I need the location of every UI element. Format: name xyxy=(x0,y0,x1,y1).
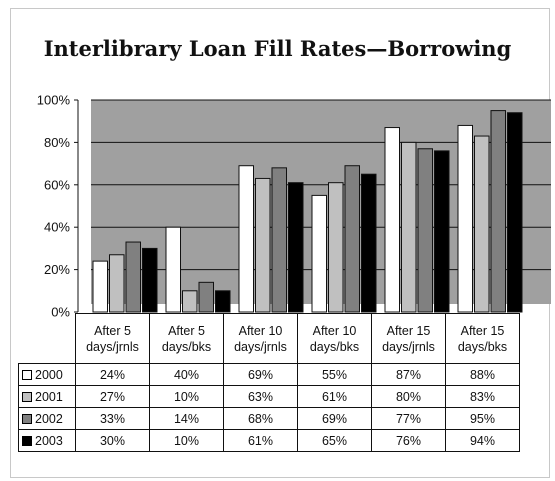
table-cell: 83% xyxy=(445,385,520,408)
category-label: After 10 days/jrnls xyxy=(223,313,298,364)
bar-2003-5 xyxy=(434,150,450,313)
table-cell: 88% xyxy=(445,363,520,386)
table-corner xyxy=(18,313,76,364)
bar-2002-1 xyxy=(125,241,141,313)
y-tick-label: 40% xyxy=(44,220,70,235)
bar-2000-2 xyxy=(165,226,181,313)
bar-2000-3 xyxy=(238,165,254,313)
table-cell: 63% xyxy=(223,385,298,408)
bar-2003-4 xyxy=(361,173,377,313)
y-tick-label: 80% xyxy=(44,135,70,150)
category-label-line: After 5 xyxy=(168,323,205,338)
bar-2002-4 xyxy=(344,165,360,313)
category-label-line: days/bks xyxy=(161,339,212,354)
bar-2001-4 xyxy=(328,182,344,313)
category-label-line: After 10 xyxy=(238,323,283,338)
y-tick-label: 20% xyxy=(44,262,70,277)
y-axis: 0%20%40%60%80%100% xyxy=(37,93,79,320)
category-label-line: After 15 xyxy=(386,323,431,338)
legend-entry: 2001 xyxy=(18,385,76,408)
table-row: 2001 27% 10% 63% 61% 80% 83% xyxy=(18,385,520,408)
table-cell: 40% xyxy=(149,363,224,386)
legend-swatch xyxy=(22,369,32,380)
legend-entry: 2003 xyxy=(18,429,76,452)
table-cell: 87% xyxy=(371,363,446,386)
table-cell: 30% xyxy=(75,429,150,452)
category-label-line: days/bks xyxy=(309,339,360,354)
category-label-line: days/jrnls xyxy=(382,339,435,354)
category-label-line: days/jrnls xyxy=(234,339,287,354)
bar-2002-3 xyxy=(271,167,287,313)
bar-2003-3 xyxy=(288,182,304,313)
y-tick-label: 60% xyxy=(44,177,70,192)
category-label-line: After 5 xyxy=(94,323,131,338)
chart-title: Interlibrary Loan Fill Rates—Borrowing xyxy=(43,36,512,61)
category-label: After 5 days/bks xyxy=(149,313,224,364)
table-cell: 10% xyxy=(149,385,224,408)
table-cell: 24% xyxy=(75,363,150,386)
table-cell: 33% xyxy=(75,407,150,430)
category-label: After 15 days/jrnls xyxy=(371,313,446,364)
category-label: After 5 days/jrnls xyxy=(75,313,150,364)
legend-entry: 2002 xyxy=(18,407,76,430)
bar-2002-6 xyxy=(490,110,506,313)
y-tick-label: 100% xyxy=(37,93,71,108)
table-cell: 69% xyxy=(297,407,372,430)
category-label: After 15 days/bks xyxy=(445,313,520,364)
legend-swatch xyxy=(22,391,32,402)
table-cell: 61% xyxy=(223,429,298,452)
series-name: 2003 xyxy=(35,433,63,448)
table-cell: 80% xyxy=(371,385,446,408)
legend-swatch xyxy=(22,435,32,446)
legend-swatch xyxy=(22,413,32,424)
bar-2000-4 xyxy=(311,194,327,313)
bar-2000-5 xyxy=(384,127,400,313)
bar-2001-5 xyxy=(401,141,417,313)
table-cell: 76% xyxy=(371,429,446,452)
table-cell: 61% xyxy=(297,385,372,408)
category-label-line: days/jrnls xyxy=(86,339,139,354)
category-label: After 10 days/bks xyxy=(297,313,372,364)
series-name: 2002 xyxy=(35,411,63,426)
bar-2001-6 xyxy=(474,135,490,313)
category-label-line: After 15 xyxy=(460,323,505,338)
table-cell: 65% xyxy=(297,429,372,452)
bar-2002-5 xyxy=(417,148,433,313)
table-cell: 14% xyxy=(149,407,224,430)
table-row: 2000 24% 40% 69% 55% 87% 88% xyxy=(18,363,520,386)
bar-group xyxy=(92,110,523,313)
category-label-line: days/bks xyxy=(457,339,508,354)
bar-2000-6 xyxy=(457,124,473,313)
table-cell: 10% xyxy=(149,429,224,452)
legend-entry: 2000 xyxy=(18,363,76,386)
bar-2001-2 xyxy=(182,290,198,313)
table-cell: 68% xyxy=(223,407,298,430)
bar-2003-6 xyxy=(507,112,523,313)
category-label-line: After 10 xyxy=(312,323,357,338)
bar-2002-2 xyxy=(198,281,214,313)
series-name: 2000 xyxy=(35,367,63,382)
bar-2003-2 xyxy=(215,290,231,313)
table-cell: 77% xyxy=(371,407,446,430)
table-row: 2003 30% 10% 61% 65% 76% 94% xyxy=(18,429,520,452)
bar-2001-1 xyxy=(109,254,125,313)
table-cell: 94% xyxy=(445,429,520,452)
bar-2000-1 xyxy=(92,260,108,313)
table-row: 2002 33% 14% 68% 69% 77% 95% xyxy=(18,407,520,430)
table-cell: 69% xyxy=(223,363,298,386)
bar-2003-1 xyxy=(142,247,158,313)
data-table: After 5 days/jrnls After 5 days/bks After 10… xyxy=(18,313,520,452)
bar-2001-3 xyxy=(255,177,271,313)
table-cell: 95% xyxy=(445,407,520,430)
table-cell: 27% xyxy=(75,385,150,408)
series-name: 2001 xyxy=(35,389,63,404)
table-cell: 55% xyxy=(297,363,372,386)
